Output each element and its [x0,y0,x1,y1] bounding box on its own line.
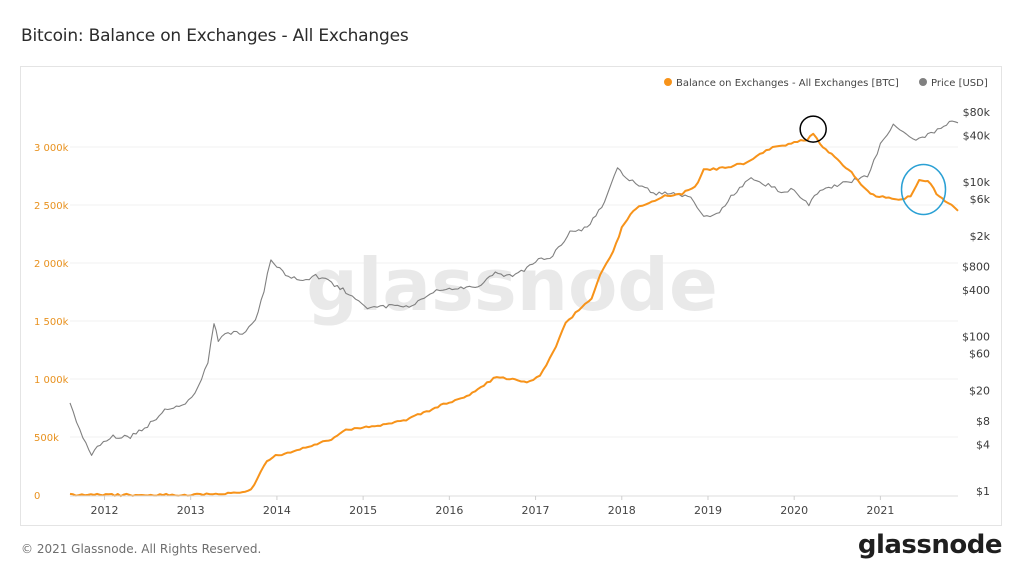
x-axis-tick-label: 2019 [694,504,722,517]
x-axis-tick-label: 2016 [435,504,463,517]
left-axis-tick-label: 1 000k [34,375,69,386]
left-axis-tick-label: 1 500k [34,317,69,328]
x-axis-tick-label: 2018 [608,504,636,517]
annotation-layer [799,115,947,216]
right-axis-tick-label: $2k [970,230,991,243]
chart-title: Bitcoin: Balance on Exchanges - All Exch… [21,26,409,46]
right-axis-tick-label: $8 [976,415,990,428]
legend-price-marker [919,78,927,86]
right-axis-tick-label: $80k [963,106,991,119]
left-axis-tick-label: 3 000k [34,143,69,154]
legend-balance-marker [664,78,672,86]
left-axis-tick-label: 2 500k [34,201,69,212]
watermark: glassnode [306,243,718,327]
legend-balance-label[interactable]: Balance on Exchanges - All Exchanges [BT… [676,78,899,89]
right-axis-tick-label: $6k [970,193,991,206]
right-axis-tick-label: $40k [963,129,991,142]
series-layer [69,120,959,498]
right-axis-tick-label: $20 [969,384,990,397]
legend[interactable]: Balance on Exchanges - All Exchanges [BT… [664,78,988,89]
x-axis-tick-label: 2021 [866,504,894,517]
right-axis-tick-label: $400 [962,284,990,297]
left-axis-tick-label: 2 000k [34,259,69,270]
right-axis-tick-label: $100 [962,330,990,343]
axes-layer: 0 500k 1 000k 1 500k 2 000k 2 500k 3 000k $1 $4 $… [34,106,991,517]
right-axis-tick-label: $10k [963,176,991,189]
legend-price-label[interactable]: Price [USD] [931,78,988,89]
right-axis-tick-label: $1 [976,485,990,498]
annotation-circle [900,163,947,216]
right-axis-tick-label: $800 [962,261,990,274]
left-axis-tick-label: 500k [34,433,59,444]
right-axis-tick-label: $4 [976,438,990,451]
left-axis-tick-label: 0 [34,491,40,502]
x-axis-tick-label: 2020 [780,504,808,517]
grid-layer [70,146,958,438]
x-axis-tick-label: 2012 [90,504,118,517]
copyright-footer: © 2021 Glassnode. All Rights Reserved. [21,542,262,556]
price-series-line[interactable] [69,120,959,456]
annotation-circle [799,115,827,143]
x-axis-tick-label: 2017 [522,504,550,517]
x-axis-tick-label: 2014 [263,504,291,517]
glassnode-logo[interactable]: glassnode [857,530,1003,560]
right-axis-tick-label: $60 [969,348,990,361]
balance-series-line[interactable] [69,132,959,498]
x-axis-tick-label: 2015 [349,504,377,517]
chart-panel [20,66,1002,526]
x-axis-tick-label: 2013 [177,504,205,517]
